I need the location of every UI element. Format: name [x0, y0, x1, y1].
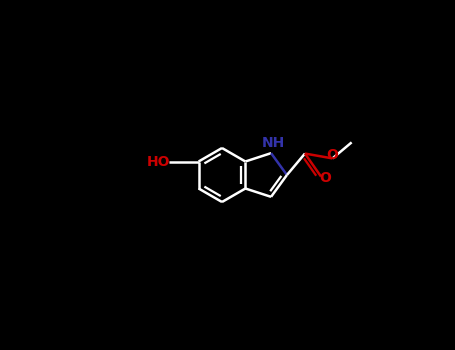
- Text: NH: NH: [262, 136, 285, 150]
- Text: HO: HO: [147, 155, 170, 169]
- Text: O: O: [319, 172, 331, 186]
- Text: O: O: [327, 148, 339, 162]
